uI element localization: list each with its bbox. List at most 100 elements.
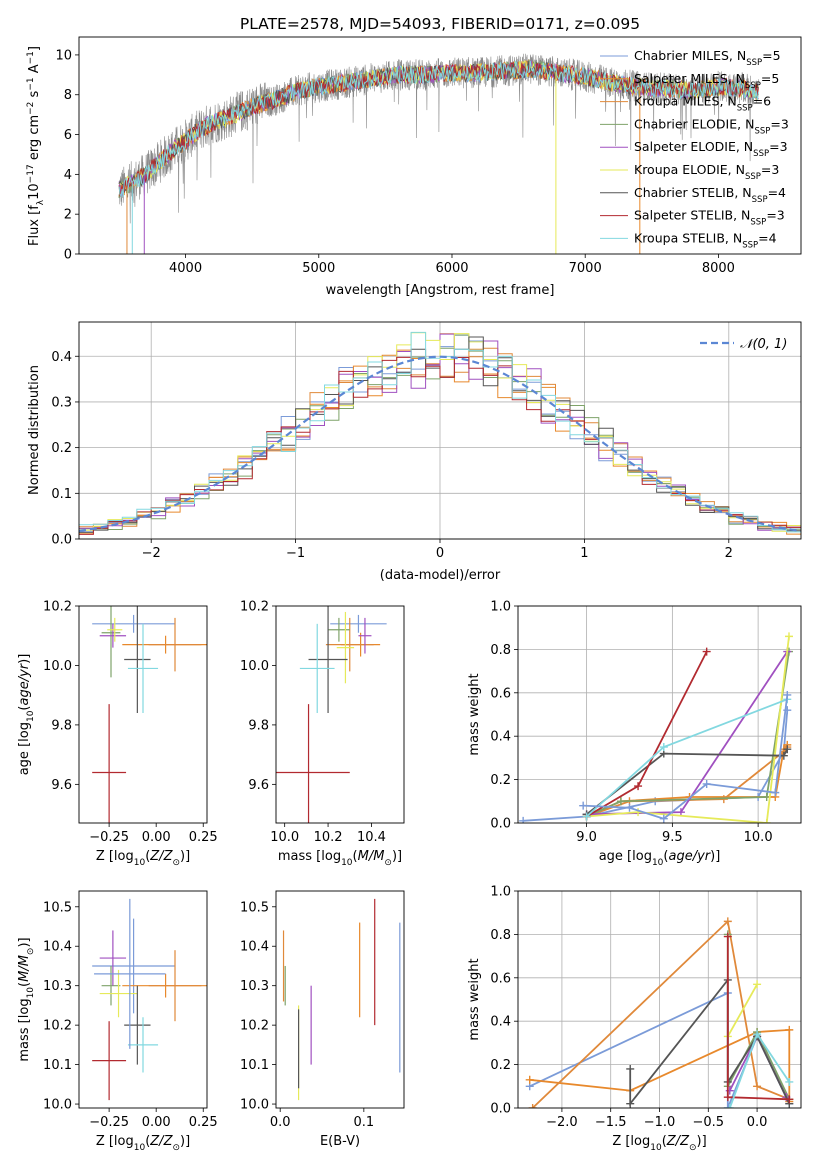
x-tick-label: 5000	[302, 261, 335, 276]
normal-curve	[79, 355, 801, 533]
axes-frame	[78, 605, 208, 824]
x-tick-label: 10.0	[270, 830, 299, 845]
y-tick-label: 0.1	[51, 487, 72, 502]
panel-age_vs_Z: −0.25 0.00 0.25 9.6 9.8 10.0 10.2 Z [log10(Z/Z⊙…	[17, 600, 218, 869]
x-tick-label: 0.00	[142, 1115, 171, 1130]
x-tick-label: 6000	[435, 261, 468, 276]
plot-area	[92, 606, 207, 823]
x-tick-label: 0.1	[353, 1115, 374, 1130]
weight-marker	[582, 812, 591, 821]
plot-area	[92, 898, 207, 1101]
plot-area	[79, 331, 801, 535]
x-tick-label: −0.25	[89, 1115, 129, 1130]
y-tick-label: 10	[55, 48, 72, 63]
y-tick-label: 2	[64, 208, 72, 223]
y-tick-label: 9.6	[51, 778, 72, 793]
x-axis-label: Z [log10(Z/Z⊙)]	[96, 849, 190, 868]
y-tick-label: 10.0	[240, 1098, 269, 1113]
x-tick-label: 2	[725, 546, 733, 561]
weight-marker	[525, 1075, 534, 1084]
weight-marker	[762, 819, 771, 823]
y-tick-label: 10.0	[43, 659, 72, 674]
panel-residuals: −2 −1 0 1 2 0.0 0.1 0.2 0.3 0.4 𝒩(0, 1) (data-model…	[27, 321, 802, 583]
y-tick-label: 10.2	[240, 1019, 269, 1034]
weight-marker	[771, 788, 780, 797]
legend-entry: Salpeter ELODIE, NSSP=3	[634, 139, 788, 159]
plot-area	[118, 53, 759, 254]
legend-entry: Chabrier MILES, NSSP=5	[634, 48, 781, 68]
weight-marker	[625, 803, 634, 812]
y-tick-label: 10.3	[240, 979, 269, 994]
y-tick-label: 0.6	[490, 686, 511, 701]
weight-marker	[659, 814, 668, 823]
plot-area	[519, 632, 793, 823]
axes-frame	[78, 321, 802, 540]
axes-frame	[275, 890, 405, 1109]
legend-entry: Chabrier ELODIE, NSSP=3	[634, 116, 789, 136]
weight-marker	[753, 1030, 762, 1039]
weight-series-line	[586, 746, 789, 818]
x-tick-label: 0.00	[142, 830, 171, 845]
y-tick-label: 0.2	[490, 1058, 511, 1073]
weight-series-line	[586, 636, 790, 823]
weight-marker	[784, 632, 793, 641]
x-tick-label: 10.0	[744, 830, 773, 845]
panel-spectrum: 4000 5000 6000 7000 8000 0 2 4 6 8 10 wavelength [A…	[26, 36, 802, 298]
y-tick-label: 0.8	[490, 643, 511, 658]
x-tick-label: −2.0	[546, 1115, 578, 1130]
y-tick-label: 0.0	[51, 533, 72, 548]
axes-frame	[78, 36, 802, 255]
weight-marker	[723, 1093, 732, 1102]
weight-marker	[528, 1104, 537, 1108]
y-tick-label: 10.0	[43, 1098, 72, 1113]
y-tick-label: 9.8	[51, 718, 72, 733]
y-axis-label: Normed distribution	[27, 365, 42, 495]
x-tick-label: −0.5	[693, 1115, 725, 1130]
panel-weight_vs_Z: −2.0 −1.5 −1.0 −0.5 0.0 0.0 0.2 0.4 0.6 0.8 1.0 Z […	[467, 885, 802, 1153]
legend-entry: 𝒩(0, 1)	[740, 337, 787, 352]
y-axis-label: Flux [fλ10−17 erg cm−2 s−1 A−1]	[26, 46, 46, 246]
axes-frame	[275, 605, 405, 824]
weight-marker	[579, 801, 588, 810]
axes-frame	[517, 890, 802, 1109]
x-tick-label: 8000	[702, 261, 735, 276]
weight-marker	[785, 1095, 794, 1104]
x-tick-label: 0.0	[270, 1115, 291, 1130]
x-axis-label: Z [log10(Z/Z⊙)]	[612, 1134, 706, 1153]
weight-marker	[753, 980, 762, 989]
legend-entry: Salpeter STELIB, NSSP=3	[634, 208, 785, 228]
y-tick-label: 0	[64, 248, 72, 263]
x-tick-label: 0.25	[189, 830, 218, 845]
axes-frame	[78, 890, 208, 1109]
figure-title: PLATE=2578, MJD=54093, FIBERID=0171, z=0…	[240, 15, 640, 33]
y-tick-label: 6	[64, 128, 72, 143]
model-spectrum-line	[118, 60, 759, 199]
x-axis-label: wavelength [Angstrom, rest frame]	[326, 283, 555, 298]
y-tick-label: 10.2	[43, 1019, 72, 1034]
weight-marker	[723, 1104, 732, 1108]
y-tick-label: 0.8	[490, 928, 511, 943]
y-tick-label: 10.2	[240, 600, 269, 615]
histogram-step	[79, 332, 801, 532]
panel-weight_vs_age: 9.0 9.5 10.0 0.0 0.2 0.4 0.6 0.8 1.0 age [log10(a…	[467, 600, 802, 868]
weight-marker	[785, 1077, 794, 1086]
y-tick-label: 4	[64, 168, 72, 183]
weight-marker	[783, 690, 792, 699]
x-tick-label: −1	[286, 546, 305, 561]
y-tick-label: 10.0	[240, 659, 269, 674]
weight-marker	[676, 808, 685, 817]
x-axis-label: Z [log10(Z/Z⊙)]	[96, 1134, 190, 1153]
x-tick-label: −2	[142, 546, 161, 561]
y-tick-label: 0.3	[51, 395, 72, 410]
y-axis-label: mass weight	[467, 673, 482, 755]
x-tick-label: −1.5	[595, 1115, 627, 1130]
y-tick-label: 10.2	[43, 600, 72, 615]
y-tick-label: 8	[64, 88, 72, 103]
y-tick-label: 0.2	[51, 441, 72, 456]
y-axis-label: mass weight	[467, 958, 482, 1040]
panel-mass_vs_ebv: 0.0 0.1 10.0 10.1 10.2 10.3 10.4 10.5 E(B-V)	[240, 890, 405, 1149]
x-tick-label: 1	[580, 546, 588, 561]
weight-marker	[783, 745, 792, 754]
legend-entry: Kroupa ELODIE, NSSP=3	[634, 162, 779, 182]
